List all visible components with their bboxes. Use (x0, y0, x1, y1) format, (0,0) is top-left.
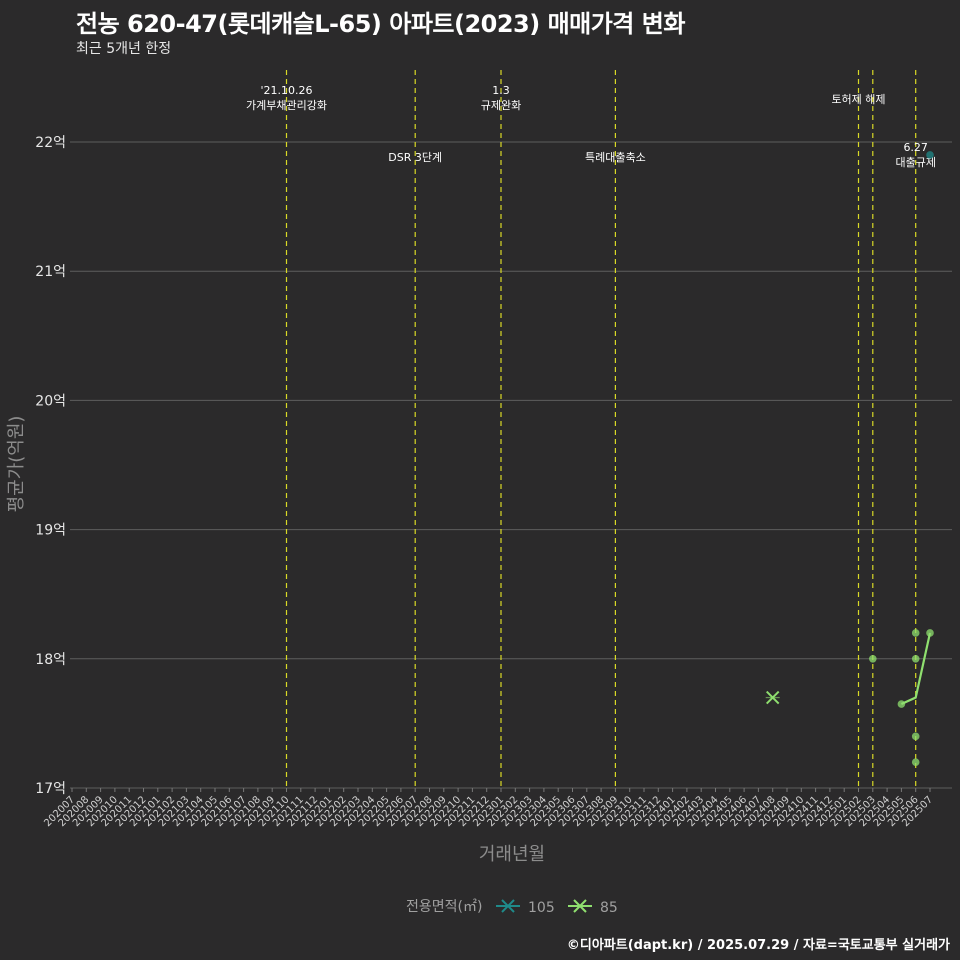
legend-label: 105 (528, 900, 555, 916)
series-85-line (900, 632, 932, 706)
y-tick-label: 22억 (35, 135, 66, 151)
chart-title: 전농 620-47(롯데캐슬L-65) 아파트(2023) 매매가격 변화 (76, 10, 685, 38)
event-label: 1.3 규제완화 (481, 84, 521, 112)
series-85-point (911, 629, 920, 637)
series-85-point (911, 758, 920, 766)
legend-item-105: 105 (496, 899, 555, 916)
series-85-point (869, 655, 877, 663)
legend-item-85: 85 (568, 899, 618, 916)
y-axis-ticks: 17억 18억 19억 20억 21억 22억 (35, 135, 66, 797)
series-85-point (926, 629, 934, 637)
event-label: 토허제 해제 (831, 92, 885, 106)
y-tick-label: 21억 (35, 264, 66, 280)
legend: 전용면적(㎡) 105 85 (406, 899, 618, 916)
event-label: DSR 3단계 (388, 151, 442, 164)
x-axis-ticks: 2020072020082020092020102020112020122021… (42, 788, 935, 829)
y-tick-label: 18억 (35, 652, 66, 668)
x-axis-title: 거래년월 (479, 844, 545, 865)
chart-subtitle: 최근 5개년 한정 (76, 41, 172, 57)
series-85-point (765, 690, 780, 705)
series-85-point (911, 655, 920, 663)
legend-title: 전용면적(㎡) (406, 899, 482, 915)
series-85-point (911, 732, 920, 741)
event-label: 특례대출축소 (585, 151, 646, 164)
series-85-point (897, 700, 906, 708)
event-label: 6.27 대출규제 (895, 141, 935, 169)
gridlines (70, 141, 952, 789)
y-tick-label: 20억 (35, 393, 66, 409)
y-tick-label: 17억 (35, 781, 66, 797)
series-layer (765, 151, 934, 766)
event-label: '21.10.26 가계부채관리강화 (246, 84, 327, 112)
legend-label: 85 (600, 900, 618, 916)
series-105-point (926, 151, 934, 159)
y-tick-label: 19억 (35, 523, 66, 539)
footer-credit: ©디아파트(dapt.kr) / 2025.07.29 / 자료=국토교통부 실… (566, 938, 950, 953)
y-axis-title: 평균가(억원) (6, 416, 27, 513)
